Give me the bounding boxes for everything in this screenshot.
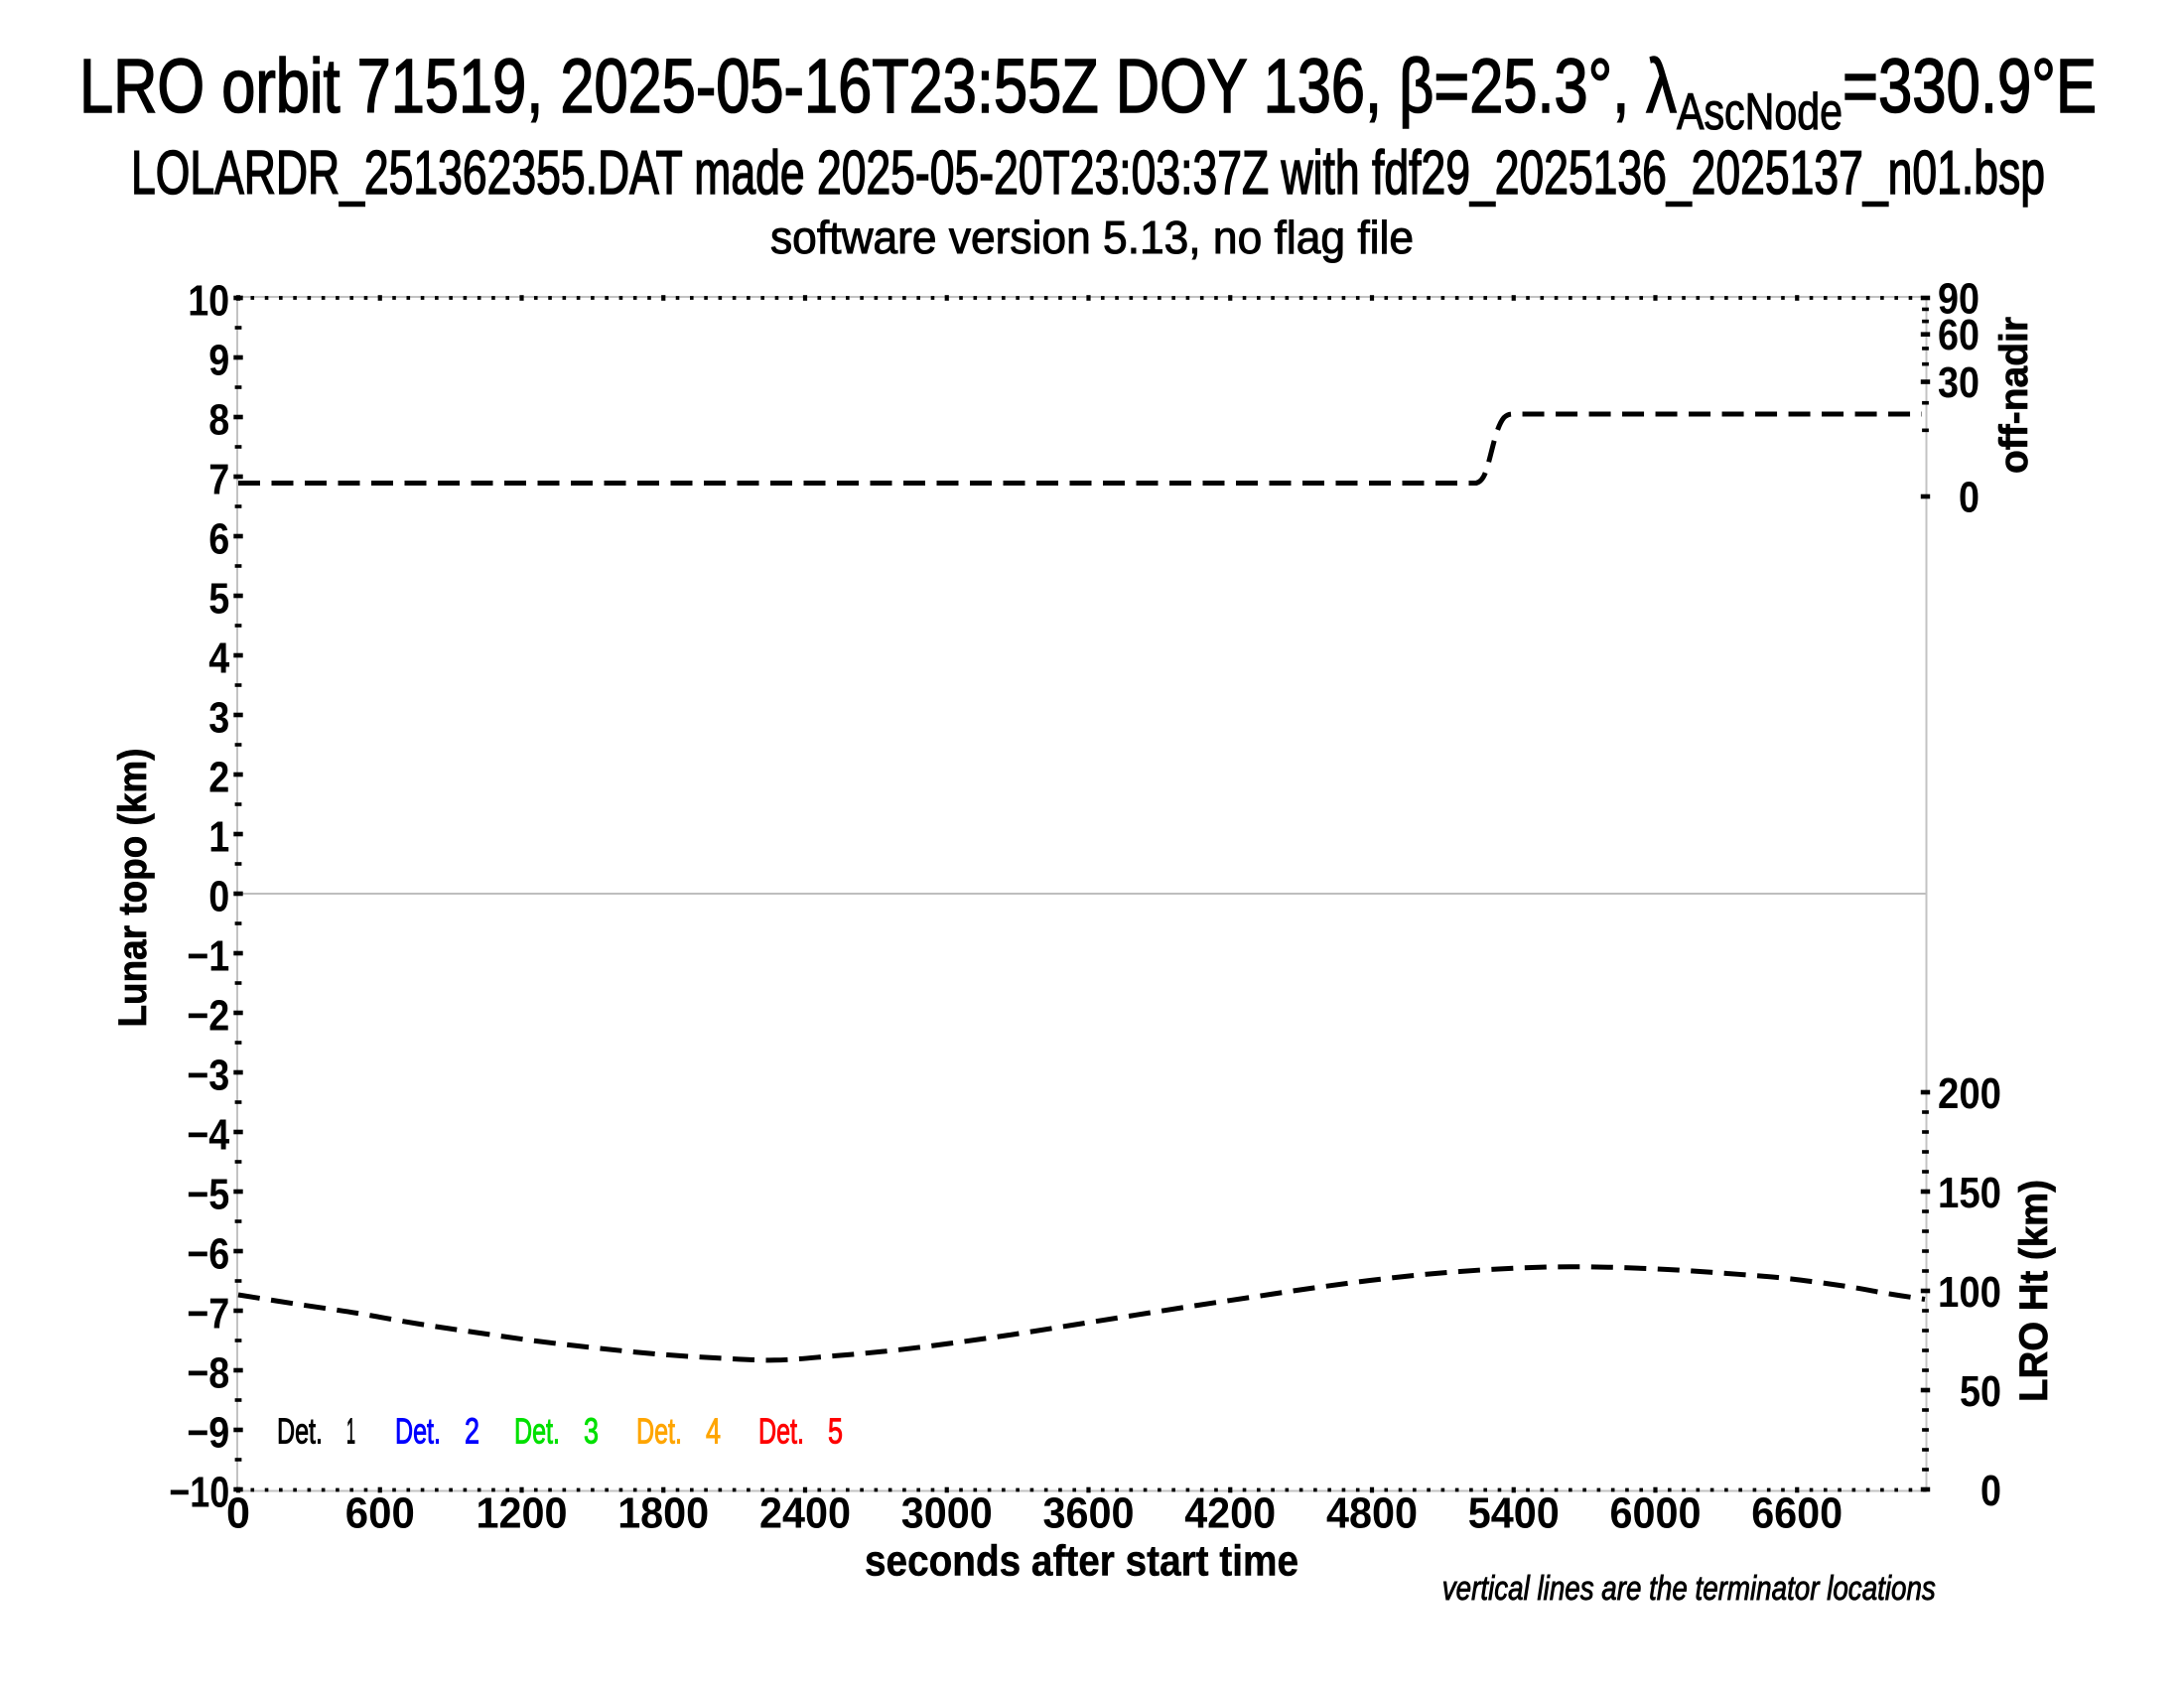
svg-text:5: 5 xyxy=(828,1411,843,1452)
svg-text:6: 6 xyxy=(208,515,229,564)
svg-text:1: 1 xyxy=(208,813,229,862)
svg-text:6600: 6600 xyxy=(1751,1489,1843,1538)
svg-text:0: 0 xyxy=(1959,474,1979,522)
svg-text:30: 30 xyxy=(1938,358,1979,407)
svg-text:1: 1 xyxy=(346,1411,355,1452)
svg-text:200: 200 xyxy=(1938,1069,2001,1118)
svg-text:90: 90 xyxy=(1938,275,1979,324)
svg-text:AscNode: AscNode xyxy=(1677,83,1843,141)
svg-text:−5: −5 xyxy=(187,1171,229,1219)
svg-text:−3: −3 xyxy=(187,1052,229,1100)
svg-text:Det.: Det. xyxy=(758,1411,804,1452)
svg-text:off-nadir: off-nadir xyxy=(1992,317,2036,474)
svg-text:5400: 5400 xyxy=(1468,1489,1560,1538)
svg-text:−7: −7 xyxy=(187,1290,229,1339)
svg-text:seconds after start time: seconds after start time xyxy=(865,1537,1298,1586)
svg-text:vertical lines are the termina: vertical lines are the terminator locati… xyxy=(1442,1570,1936,1608)
svg-text:LRO orbit 71519, 2025-05-16T23: LRO orbit 71519, 2025-05-16T23:55Z DOY 1… xyxy=(79,44,1677,129)
svg-text:5: 5 xyxy=(208,575,229,624)
svg-text:0: 0 xyxy=(1980,1467,2001,1515)
svg-text:4200: 4200 xyxy=(1184,1489,1276,1538)
svg-text:4: 4 xyxy=(706,1411,721,1452)
svg-text:4800: 4800 xyxy=(1326,1489,1418,1538)
svg-text:100: 100 xyxy=(1938,1268,2001,1317)
svg-text:6000: 6000 xyxy=(1610,1489,1702,1538)
svg-text:3000: 3000 xyxy=(901,1489,993,1538)
svg-text:−6: −6 xyxy=(187,1230,229,1279)
svg-text:−2: −2 xyxy=(187,992,229,1041)
svg-text:2: 2 xyxy=(208,754,229,802)
svg-text:9: 9 xyxy=(208,337,229,385)
svg-text:LOLARDR_251362355.DAT made 202: LOLARDR_251362355.DAT made 2025-05-20T23… xyxy=(131,139,2045,208)
svg-text:3600: 3600 xyxy=(1043,1489,1135,1538)
svg-text:4: 4 xyxy=(208,635,229,683)
svg-text:Det.: Det. xyxy=(277,1411,323,1452)
svg-text:software version 5.13, no flag: software version 5.13, no flag file xyxy=(770,212,1414,263)
svg-text:Det.: Det. xyxy=(395,1411,441,1452)
svg-text:LRO Ht (km): LRO Ht (km) xyxy=(2012,1180,2056,1402)
svg-text:−10: −10 xyxy=(169,1469,229,1517)
svg-text:0: 0 xyxy=(226,1489,250,1538)
svg-text:Det.: Det. xyxy=(636,1411,682,1452)
svg-text:2: 2 xyxy=(465,1411,479,1452)
svg-text:−8: −8 xyxy=(187,1349,229,1398)
svg-text:60: 60 xyxy=(1938,311,1979,359)
svg-text:0: 0 xyxy=(208,873,229,921)
svg-text:8: 8 xyxy=(208,396,229,445)
svg-text:10: 10 xyxy=(188,277,229,326)
svg-text:7: 7 xyxy=(208,456,229,504)
svg-text:−4: −4 xyxy=(187,1111,229,1160)
svg-text:1800: 1800 xyxy=(617,1489,709,1538)
svg-text:2400: 2400 xyxy=(759,1489,851,1538)
svg-text:Det.: Det. xyxy=(514,1411,560,1452)
svg-text:50: 50 xyxy=(1960,1367,2001,1416)
svg-text:=330.9°E: =330.9°E xyxy=(1843,44,2097,129)
svg-text:600: 600 xyxy=(345,1489,415,1538)
svg-text:−1: −1 xyxy=(187,932,229,981)
svg-text:Lunar topo (km): Lunar topo (km) xyxy=(111,749,155,1028)
svg-text:1200: 1200 xyxy=(477,1489,568,1538)
svg-text:3: 3 xyxy=(208,694,229,743)
svg-text:−9: −9 xyxy=(187,1409,229,1458)
svg-text:150: 150 xyxy=(1938,1169,2001,1217)
svg-text:3: 3 xyxy=(584,1411,599,1452)
